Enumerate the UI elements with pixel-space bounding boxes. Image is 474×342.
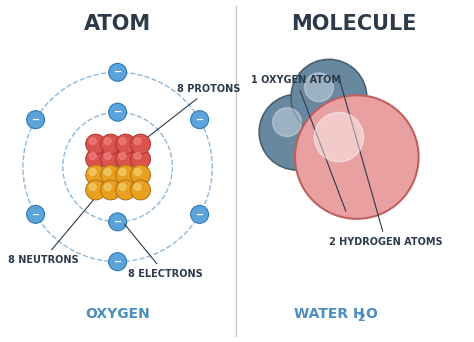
Circle shape	[116, 165, 136, 185]
Circle shape	[89, 137, 96, 145]
Circle shape	[130, 134, 151, 154]
Circle shape	[116, 149, 136, 169]
Circle shape	[119, 169, 126, 175]
Circle shape	[104, 169, 111, 175]
Text: OXYGEN: OXYGEN	[85, 306, 150, 320]
Text: 2 HYDROGEN ATOMS: 2 HYDROGEN ATOMS	[329, 80, 443, 247]
Circle shape	[119, 153, 126, 159]
Text: 8 PROTONS: 8 PROTONS	[140, 84, 241, 143]
Circle shape	[100, 149, 120, 169]
Text: MOLECULE: MOLECULE	[291, 14, 417, 35]
Circle shape	[104, 183, 111, 190]
Circle shape	[116, 134, 136, 154]
Circle shape	[119, 183, 126, 190]
Circle shape	[259, 94, 335, 170]
Text: −: −	[114, 257, 122, 267]
Circle shape	[130, 165, 151, 185]
Text: 8 NEUTRONS: 8 NEUTRONS	[8, 191, 101, 265]
Circle shape	[191, 111, 209, 129]
Circle shape	[134, 169, 141, 175]
Circle shape	[89, 153, 96, 159]
Circle shape	[109, 103, 127, 121]
Circle shape	[116, 180, 136, 200]
Text: WATER H: WATER H	[294, 306, 365, 320]
Circle shape	[86, 180, 106, 200]
Text: 2: 2	[357, 313, 365, 323]
Circle shape	[191, 206, 209, 223]
Circle shape	[27, 111, 45, 129]
Circle shape	[100, 134, 120, 154]
Circle shape	[109, 63, 127, 81]
Text: −: −	[114, 217, 122, 227]
Circle shape	[295, 95, 419, 219]
Circle shape	[305, 73, 333, 102]
Circle shape	[27, 206, 45, 223]
Text: 8 ELECTRONS: 8 ELECTRONS	[124, 224, 202, 279]
Circle shape	[134, 137, 141, 145]
Text: −: −	[114, 67, 122, 77]
Circle shape	[86, 149, 106, 169]
Text: −: −	[114, 107, 122, 117]
Circle shape	[100, 180, 120, 200]
Circle shape	[89, 169, 96, 175]
Circle shape	[89, 183, 96, 190]
Circle shape	[134, 153, 141, 159]
Circle shape	[104, 153, 111, 159]
Text: −: −	[196, 115, 204, 125]
Circle shape	[119, 137, 126, 145]
Circle shape	[109, 213, 127, 231]
Circle shape	[130, 149, 151, 169]
Circle shape	[134, 183, 141, 190]
Circle shape	[86, 134, 106, 154]
Circle shape	[130, 180, 151, 200]
Circle shape	[109, 253, 127, 271]
Circle shape	[291, 60, 367, 135]
Circle shape	[104, 137, 111, 145]
Text: O: O	[365, 306, 377, 320]
Text: −: −	[196, 209, 204, 219]
Text: −: −	[32, 209, 40, 219]
Circle shape	[314, 113, 364, 162]
Circle shape	[86, 165, 106, 185]
Circle shape	[273, 108, 301, 136]
Text: ATOM: ATOM	[84, 14, 151, 35]
Circle shape	[100, 165, 120, 185]
Text: 1 OXYGEN ATOM: 1 OXYGEN ATOM	[251, 75, 346, 211]
Text: −: −	[32, 115, 40, 125]
